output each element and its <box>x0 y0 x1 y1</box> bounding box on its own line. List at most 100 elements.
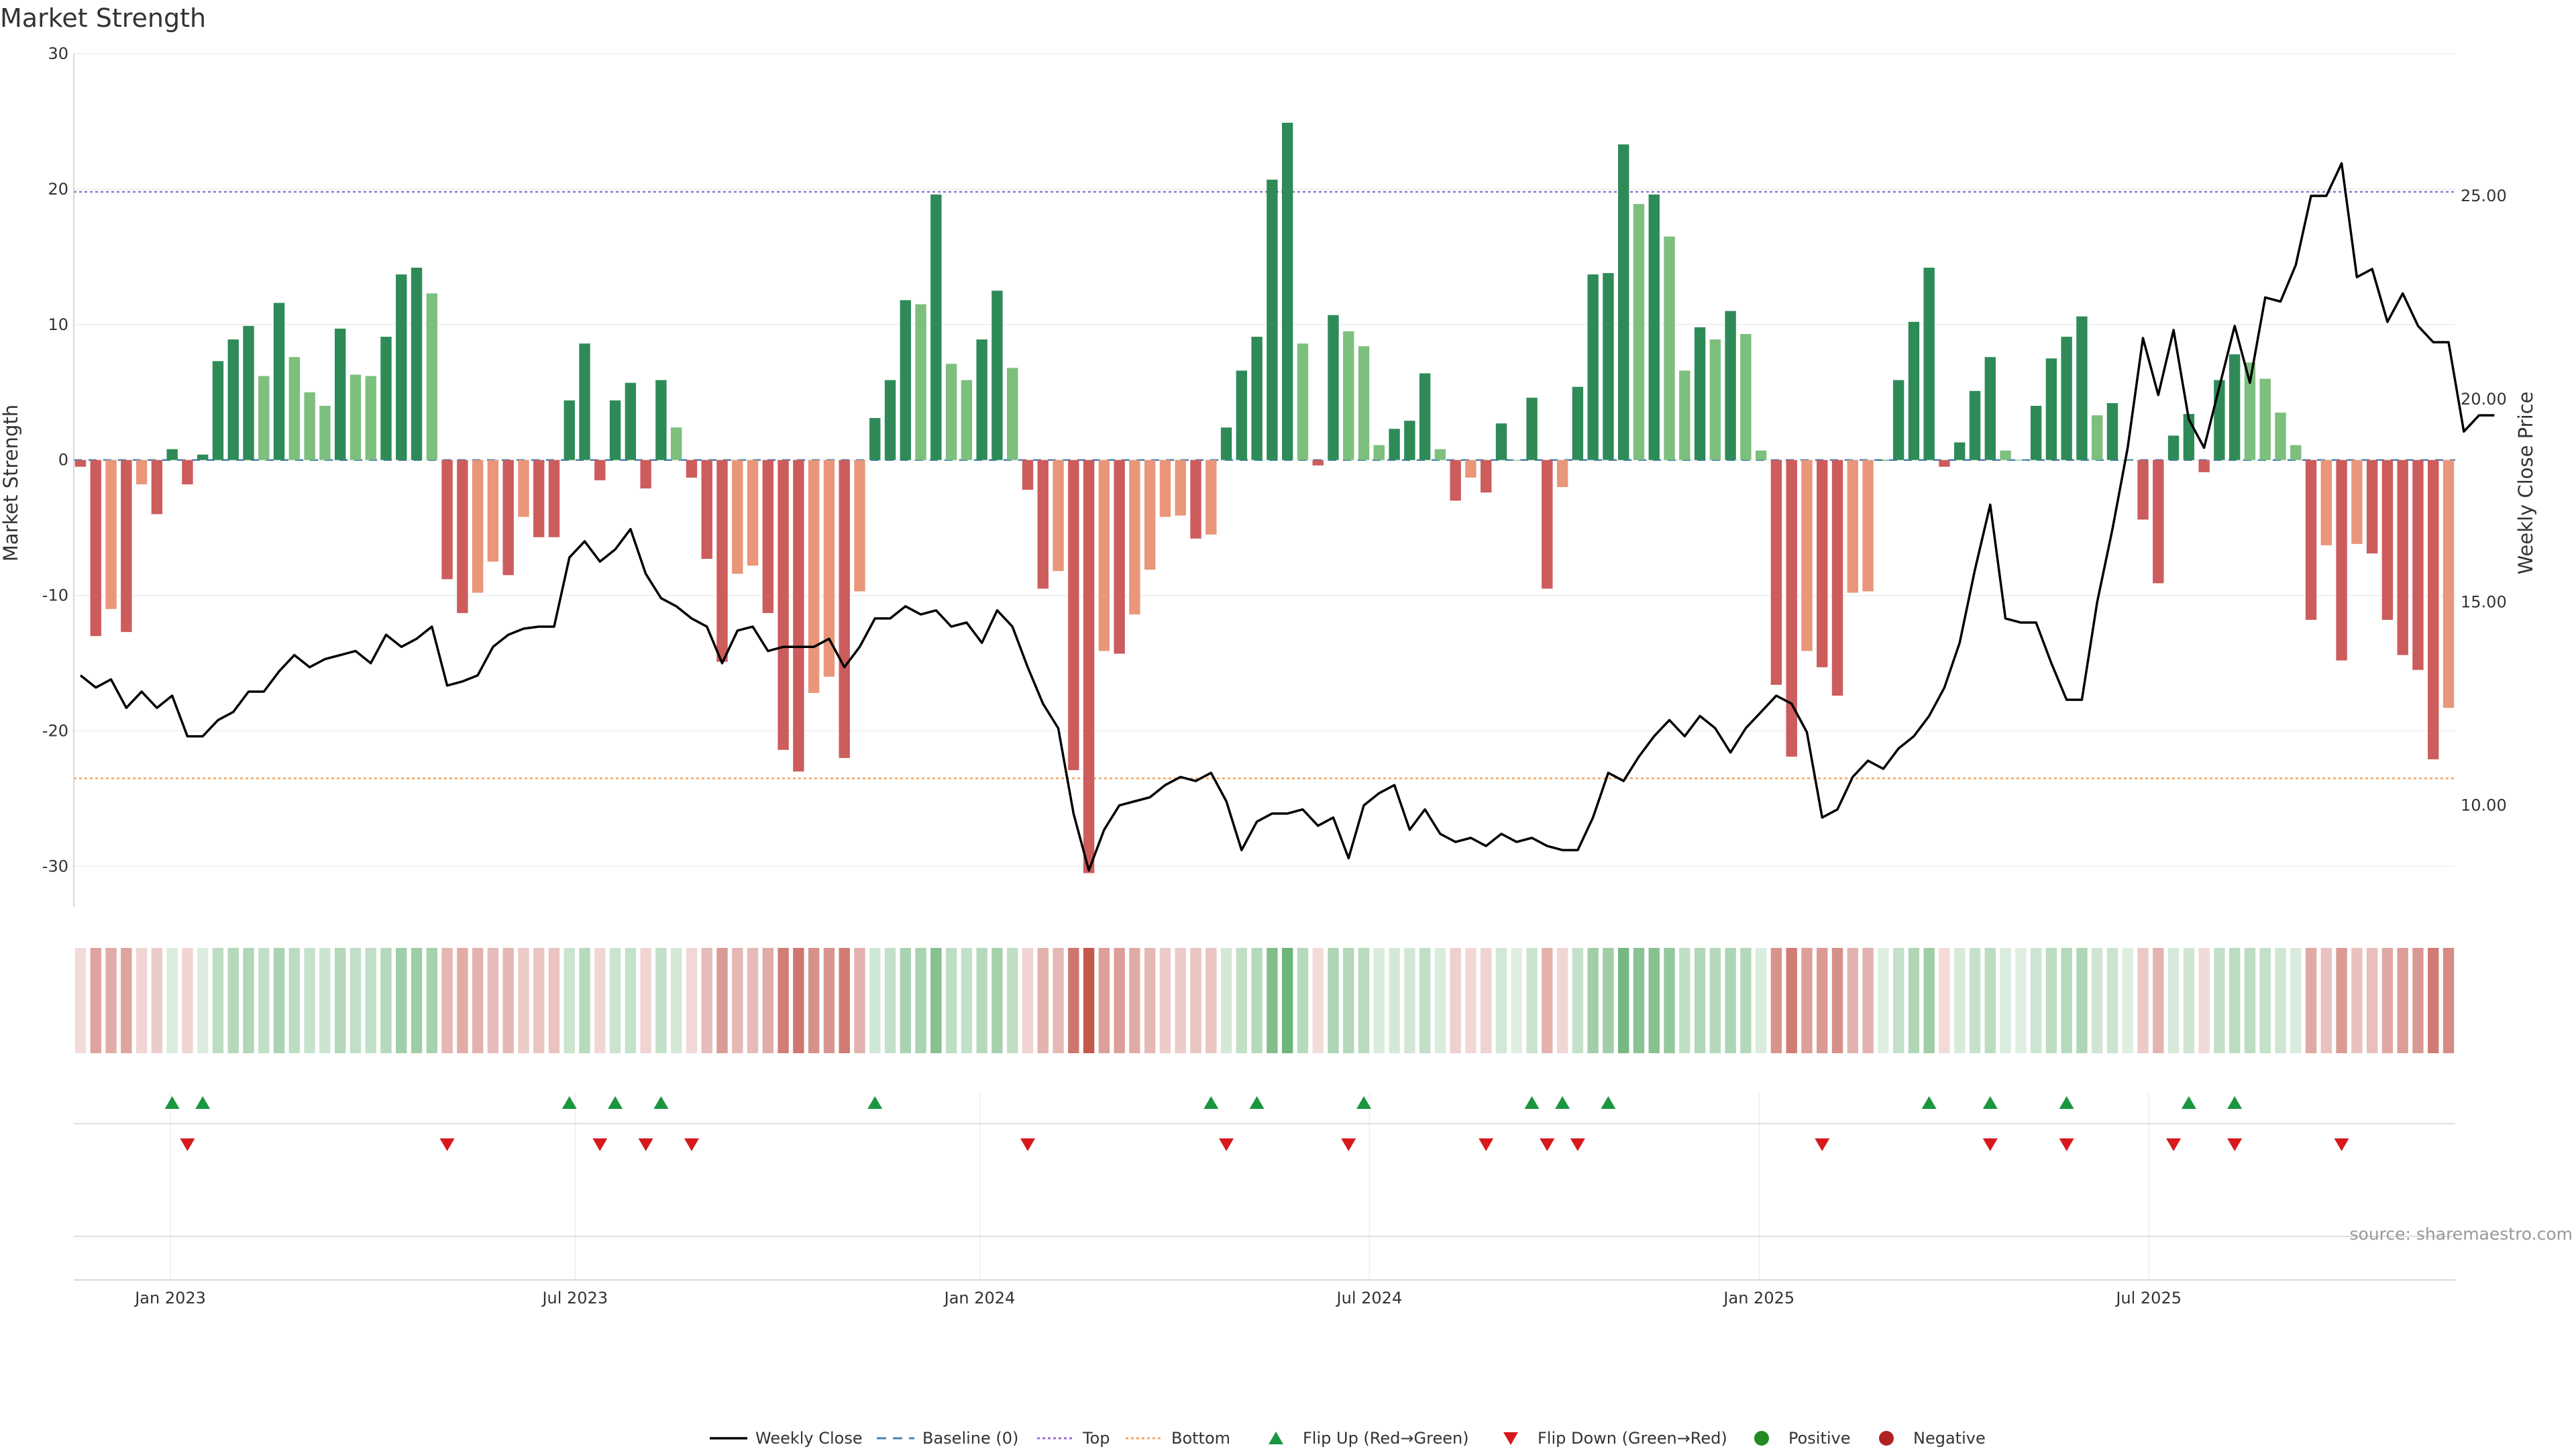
strength-bar <box>1984 357 1996 460</box>
strength-bar <box>1389 429 1400 460</box>
heat-cell <box>2153 948 2164 1053</box>
strength-bar <box>1129 460 1140 614</box>
chart-title: Market Strength <box>0 3 206 33</box>
flip-down-marker <box>2227 1138 2243 1151</box>
heat-cell <box>1022 948 1034 1053</box>
strength-bar <box>2030 405 2042 460</box>
heat-cell <box>1205 948 1217 1053</box>
heat-cell <box>472 948 484 1053</box>
strength-bar <box>808 460 820 693</box>
flip-markers <box>164 1096 2349 1151</box>
strength-bar <box>365 376 376 460</box>
strength-bar <box>2336 460 2347 661</box>
strength-bar <box>732 460 743 574</box>
heat-cell <box>1373 948 1385 1053</box>
heat-cell <box>1969 948 1981 1053</box>
heat-cell <box>1481 948 1492 1053</box>
flip-down-marker <box>684 1138 699 1151</box>
heat-cell <box>533 948 545 1053</box>
flip-up-marker <box>1982 1096 1998 1109</box>
legend-label: Bottom <box>1171 1429 1230 1448</box>
strength-bar <box>1312 460 1324 466</box>
strength-bar <box>701 460 712 559</box>
heat-cell <box>1434 948 1446 1053</box>
strength-bar <box>1617 144 1629 460</box>
y-tick-label: -30 <box>42 857 68 875</box>
heat-cell <box>1755 948 1767 1053</box>
heat-cell <box>1526 948 1538 1053</box>
x-tick-label: Jan 2023 <box>133 1289 206 1307</box>
strength-bar <box>212 361 224 460</box>
strength-bar <box>1817 460 1828 667</box>
heat-cell <box>1817 948 1828 1053</box>
heat-cell <box>1267 948 1278 1053</box>
heat-cell <box>365 948 376 1053</box>
heat-cell <box>1801 948 1813 1053</box>
heat-cell <box>915 948 926 1053</box>
strength-bar <box>976 339 987 460</box>
heat-cell <box>1495 948 1507 1053</box>
heat-cell <box>2015 948 2027 1053</box>
legend-label: Negative <box>1913 1429 1986 1448</box>
flip-up-marker <box>195 1096 211 1109</box>
heat-cell <box>762 948 774 1053</box>
heat-cell <box>105 948 117 1053</box>
strength-bar <box>2229 354 2241 460</box>
strength-bar <box>151 460 163 515</box>
strength-bars <box>74 122 2455 873</box>
strength-bar <box>1939 460 1950 467</box>
heat-cell <box>2045 948 2057 1053</box>
heat-cell <box>793 948 804 1053</box>
strength-bar <box>2076 316 2088 460</box>
strength-bar <box>609 400 621 460</box>
strength-bar <box>74 460 87 467</box>
heat-cell <box>1236 948 1248 1053</box>
heat-cell <box>1037 948 1049 1053</box>
heat-cell <box>655 948 667 1053</box>
heat-cell <box>350 948 362 1053</box>
strength-bar <box>548 460 560 537</box>
heat-cell <box>2061 948 2072 1053</box>
y-axis-title: Market Strength <box>0 405 22 561</box>
strength-bar <box>1542 460 1553 589</box>
legend-swatch-circle <box>1754 1431 1769 1446</box>
strength-bar <box>2428 460 2439 759</box>
strength-bar <box>2122 460 2133 461</box>
strength-bar <box>1373 445 1385 460</box>
flip-up-marker <box>1203 1096 1219 1109</box>
heat-cell <box>1617 948 1629 1053</box>
strength-bar <box>105 460 117 609</box>
flip-up-marker <box>653 1096 669 1109</box>
strength-bar <box>1923 268 1935 460</box>
strength-bar <box>1526 397 1538 460</box>
heat-cell <box>686 948 698 1053</box>
heat-cell <box>411 948 423 1053</box>
flip-up-marker <box>867 1096 883 1109</box>
heat-cell <box>487 948 499 1053</box>
strength-bar <box>1419 373 1431 460</box>
heat-cell <box>2137 948 2149 1053</box>
strength-bar <box>1281 122 1293 460</box>
strength-bar <box>1587 274 1599 460</box>
legend-item: Flip Down (Green→Red) <box>1503 1429 1727 1448</box>
heat-cell <box>1220 948 1232 1053</box>
legend-item: Negative <box>1879 1429 1986 1448</box>
flip-down-marker <box>2059 1138 2074 1151</box>
strength-bar <box>1481 460 1492 493</box>
heat-cell <box>1831 948 1843 1053</box>
strength-bar <box>2244 362 2256 460</box>
legend-item: Positive <box>1754 1429 1851 1448</box>
heat-cell <box>197 948 209 1053</box>
flip-up-marker <box>1249 1096 1265 1109</box>
strength-bar <box>1434 449 1446 460</box>
strength-bar <box>1633 204 1645 460</box>
y-tick-label: -20 <box>42 722 68 741</box>
heat-cell <box>334 948 346 1053</box>
strength-bar <box>136 460 148 485</box>
strength-bar <box>579 343 590 460</box>
strength-bar <box>884 380 896 460</box>
strength-bar <box>396 274 407 460</box>
strength-bar <box>1878 460 1889 461</box>
